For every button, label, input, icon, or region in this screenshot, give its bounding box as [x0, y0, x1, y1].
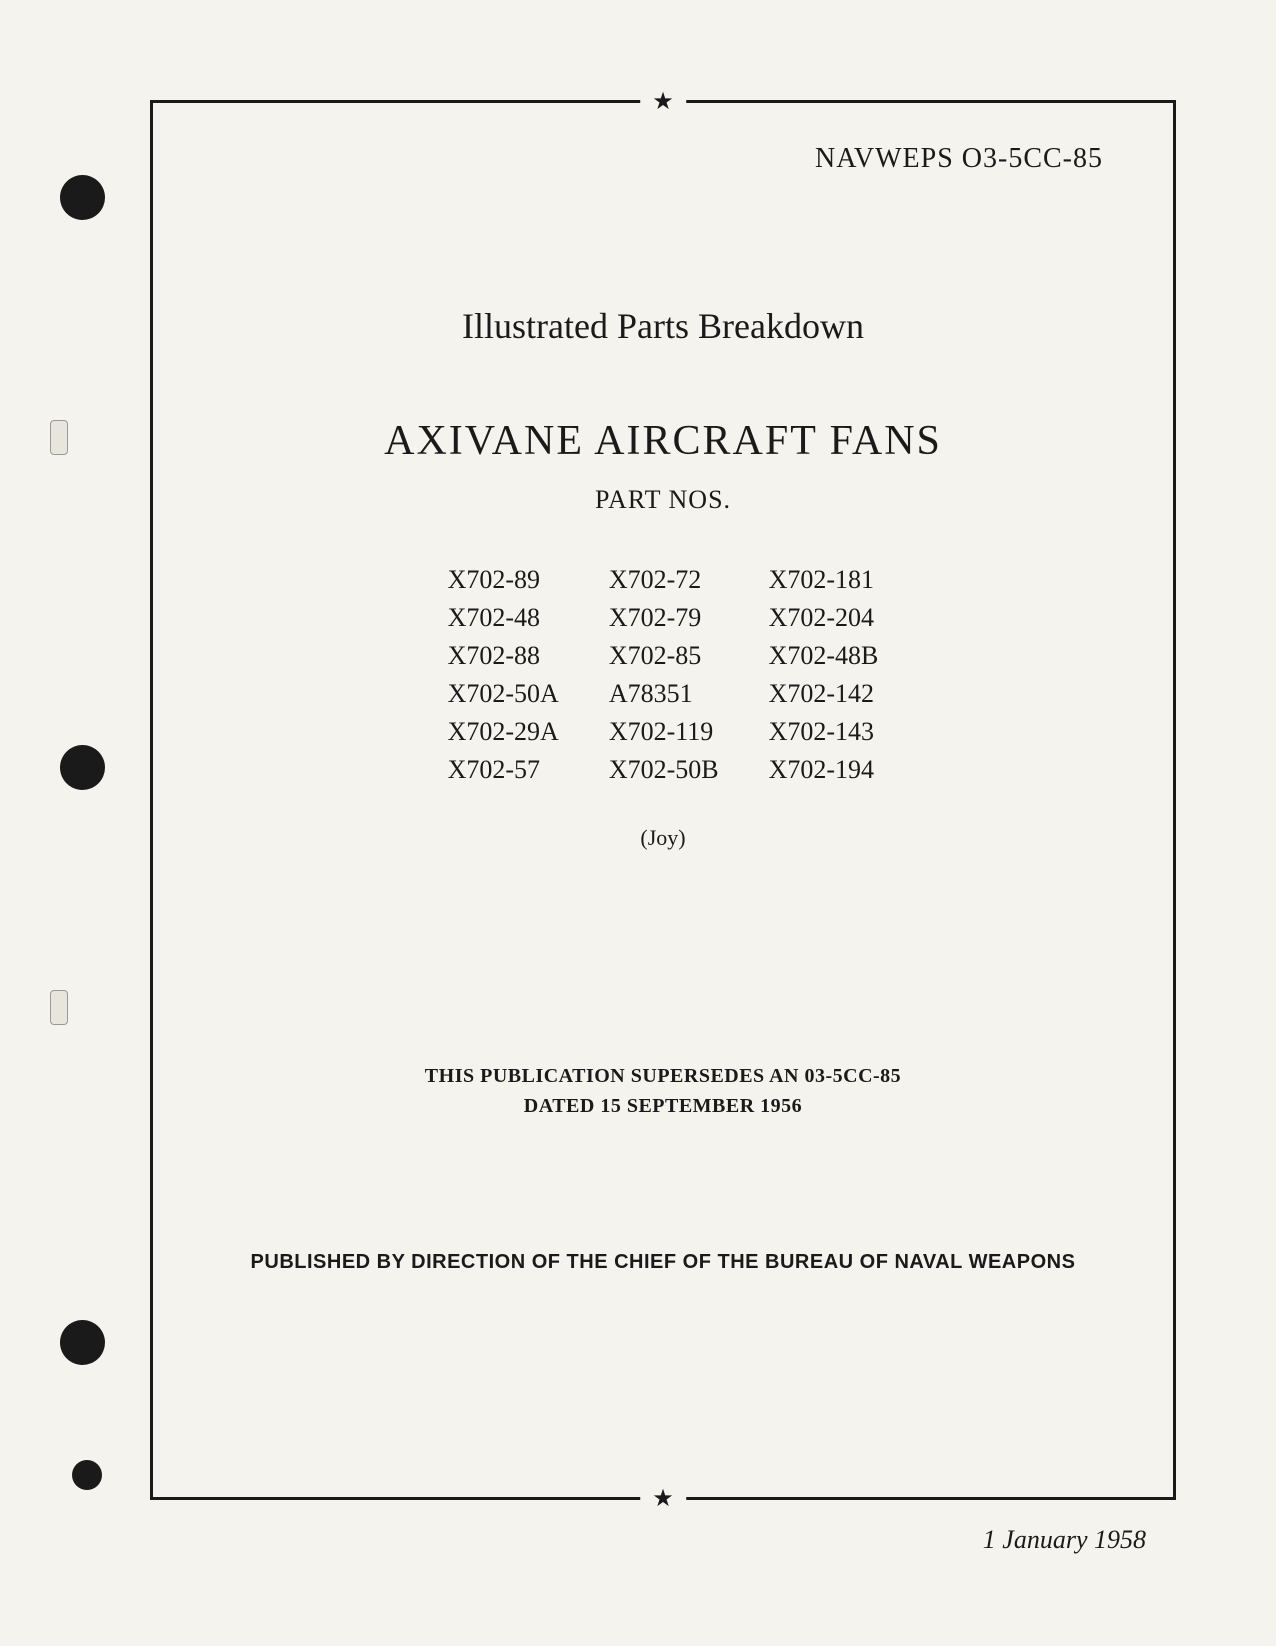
hole-punch	[60, 175, 105, 220]
parts-grid: X702-89 X702-48 X702-88 X702-50A X702-29…	[213, 565, 1113, 785]
part-number: X702-88	[448, 641, 559, 671]
part-number: X702-50B	[609, 755, 719, 785]
part-number: X702-143	[769, 717, 879, 747]
hole-punch	[60, 1320, 105, 1365]
title-section: Illustrated Parts Breakdown AXIVANE AIRC…	[213, 305, 1113, 851]
document-subtitle: Illustrated Parts Breakdown	[213, 305, 1113, 347]
hole-punch	[60, 745, 105, 790]
binder-mark	[50, 420, 68, 455]
supersedes-notice: THIS PUBLICATION SUPERSEDES AN 03-5CC-85…	[213, 1061, 1113, 1121]
star-decoration-top: ★	[640, 87, 686, 116]
part-number: X702-142	[769, 679, 879, 709]
part-number: X702-79	[609, 603, 719, 633]
hole-punch	[72, 1460, 102, 1490]
parts-column-3: X702-181 X702-204 X702-48B X702-142 X702…	[769, 565, 879, 785]
star-decoration-bottom: ★	[640, 1484, 686, 1513]
document-title: AXIVANE AIRCRAFT FANS	[213, 417, 1113, 465]
part-number: X702-181	[769, 565, 879, 595]
part-number: X702-48B	[769, 641, 879, 671]
part-numbers-label: PART NOS.	[213, 485, 1113, 515]
parts-column-2: X702-72 X702-79 X702-85 A78351 X702-119 …	[609, 565, 719, 785]
binder-mark	[50, 990, 68, 1025]
part-number: A78351	[609, 679, 719, 709]
part-number: X702-57	[448, 755, 559, 785]
supersedes-line: THIS PUBLICATION SUPERSEDES AN 03-5CC-85	[213, 1061, 1113, 1091]
part-number: X702-29A	[448, 717, 559, 747]
part-number: X702-119	[609, 717, 719, 747]
document-number: NAVWEPS O3-5CC-85	[213, 143, 1103, 175]
parts-column-1: X702-89 X702-48 X702-88 X702-50A X702-29…	[448, 565, 559, 785]
publication-date: 1 January 1958	[150, 1525, 1146, 1555]
content-frame: ★ NAVWEPS O3-5CC-85 Illustrated Parts Br…	[150, 100, 1176, 1500]
part-number: X702-194	[769, 755, 879, 785]
part-number: X702-48	[448, 603, 559, 633]
supersedes-line: DATED 15 SEPTEMBER 1956	[213, 1091, 1113, 1121]
part-number: X702-72	[609, 565, 719, 595]
manufacturer-label: (Joy)	[213, 825, 1113, 851]
published-by: PUBLISHED BY DIRECTION OF THE CHIEF OF T…	[213, 1251, 1113, 1274]
part-number: X702-89	[448, 565, 559, 595]
part-number: X702-204	[769, 603, 879, 633]
part-number: X702-85	[609, 641, 719, 671]
document-page: ★ NAVWEPS O3-5CC-85 Illustrated Parts Br…	[0, 0, 1276, 1646]
part-number: X702-50A	[448, 679, 559, 709]
